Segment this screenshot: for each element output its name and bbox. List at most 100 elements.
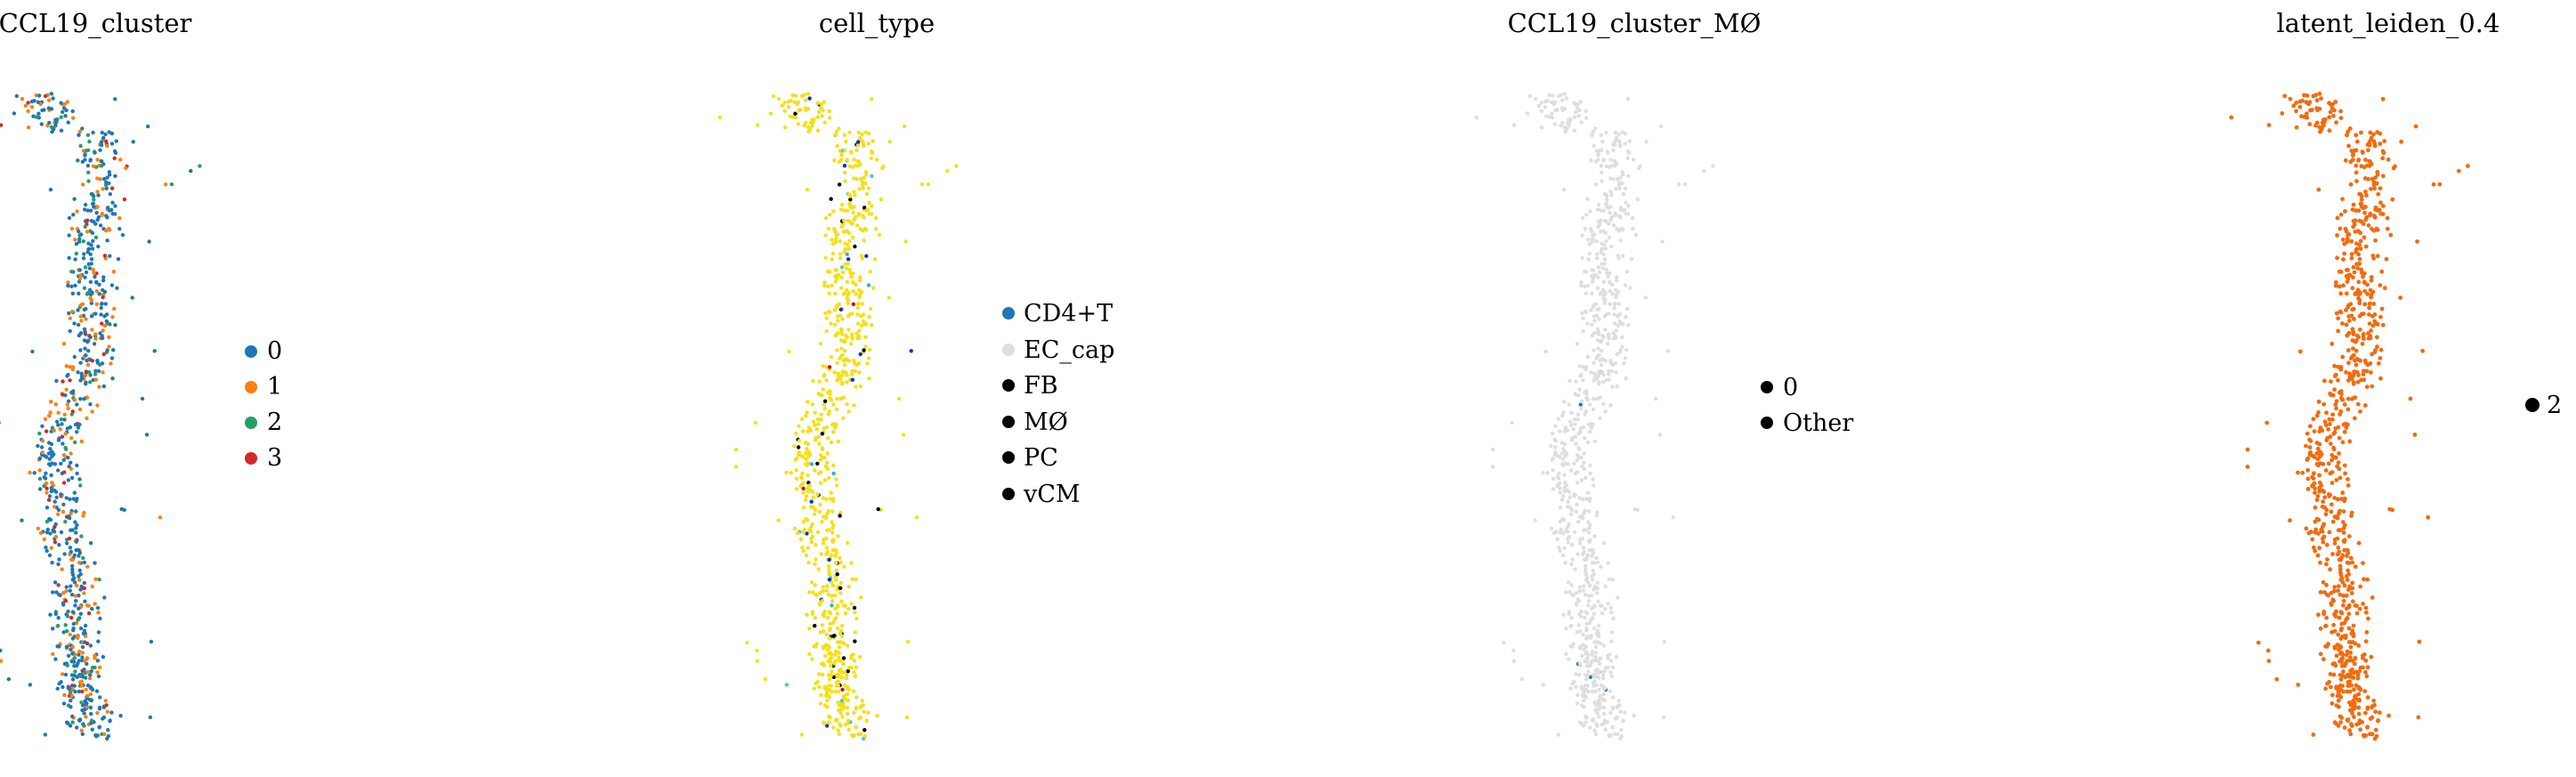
scatter-point xyxy=(77,680,83,684)
scatter-point xyxy=(835,611,839,616)
scatter-point xyxy=(12,111,17,116)
scatter-point xyxy=(2378,186,2383,191)
scatter-point xyxy=(1569,562,1574,567)
scatter-point xyxy=(2315,553,2321,558)
scatter-point xyxy=(59,417,64,422)
scatter-point xyxy=(85,656,90,660)
scatter-point xyxy=(1584,213,1589,217)
scatter-point xyxy=(1541,683,1546,687)
scatter-point xyxy=(79,534,84,538)
scatter-point xyxy=(68,588,72,593)
scatter-point xyxy=(2363,639,2369,643)
scatter-point xyxy=(792,443,797,449)
scatter-point xyxy=(2378,376,2383,381)
scatter-point xyxy=(48,447,53,451)
scatter-point xyxy=(2300,98,2305,103)
scatter-point xyxy=(45,486,49,490)
scatter-point xyxy=(2348,651,2353,655)
scatter-point xyxy=(2353,148,2359,153)
scatter-point xyxy=(1586,283,1591,287)
scatter-point xyxy=(72,673,77,678)
scatter-point xyxy=(1576,114,1581,118)
scatter-point xyxy=(860,182,865,188)
scatter-point xyxy=(67,255,71,260)
scatter-point xyxy=(1572,492,1576,497)
scatter-point xyxy=(830,530,835,535)
scatter-point xyxy=(905,639,911,644)
scatter-point xyxy=(845,643,849,648)
legend-label: EC_cap xyxy=(1024,336,1114,364)
scatter-point xyxy=(2342,241,2347,247)
scatter-point xyxy=(829,580,834,585)
scatter-point xyxy=(861,703,865,708)
scatter-point xyxy=(833,229,838,234)
scatter-point xyxy=(1661,715,1666,720)
scatter-point xyxy=(75,497,79,501)
scatter-point xyxy=(821,541,826,546)
scatter-point xyxy=(2348,555,2353,561)
scatter-point xyxy=(49,473,53,478)
scatter-point xyxy=(776,518,781,522)
scatter-point xyxy=(2350,560,2355,565)
scatter-point xyxy=(872,256,878,262)
scatter-point xyxy=(2362,302,2368,307)
scatter-point xyxy=(805,400,810,404)
scatter-point xyxy=(844,676,849,681)
scatter-point xyxy=(782,101,787,105)
scatter-point xyxy=(101,135,106,141)
scatter-point xyxy=(2361,732,2366,738)
scatter-point xyxy=(68,632,73,637)
scatter-point xyxy=(1597,270,1602,275)
scatter-point xyxy=(2336,497,2340,502)
legend-marker xyxy=(1761,381,1773,393)
scatter-point xyxy=(2327,101,2332,106)
scatter-point xyxy=(835,273,839,278)
scatter-point xyxy=(815,115,820,119)
scatter-point xyxy=(1562,107,1567,111)
legend-label: CD4+T xyxy=(1024,300,1113,328)
scatter-point xyxy=(1539,109,1543,114)
scatter-point xyxy=(1589,322,1594,328)
legend-label: 2 xyxy=(267,409,282,436)
scatter-point xyxy=(48,531,53,536)
scatter-point xyxy=(2341,594,2346,598)
scatter-point xyxy=(1511,648,1516,653)
scatter-point xyxy=(849,602,854,606)
scatter-point xyxy=(1600,247,1605,251)
scatter-point xyxy=(81,722,85,726)
scatter-point xyxy=(89,262,93,266)
scatter-point xyxy=(68,316,72,320)
scatter-point xyxy=(817,441,822,446)
scatter-point xyxy=(745,640,749,645)
scatter-point xyxy=(2318,652,2323,657)
scatter-point xyxy=(1583,284,1587,288)
scatter-point xyxy=(80,651,85,655)
scatter-point xyxy=(92,342,97,346)
scatter-point xyxy=(115,286,119,290)
scatter-point xyxy=(825,549,830,554)
scatter-point xyxy=(876,506,880,512)
scatter-point xyxy=(2388,232,2394,238)
scatter-point xyxy=(1561,400,1567,404)
scatter-point xyxy=(1613,361,1618,366)
scatter-point xyxy=(74,583,79,588)
scatter-point xyxy=(818,701,823,706)
scatter-point xyxy=(2342,539,2347,545)
scatter-point xyxy=(49,441,53,447)
scatter-point xyxy=(45,490,49,495)
scatter-point xyxy=(2349,722,2353,726)
scatter-point xyxy=(1588,430,1592,434)
scatter-point xyxy=(65,100,70,104)
scatter-point xyxy=(43,732,48,737)
scatter-point xyxy=(1618,206,1624,210)
scatter-point xyxy=(1589,308,1593,312)
scatter-point xyxy=(823,233,828,238)
scatter-point xyxy=(1577,589,1582,594)
scatter-point xyxy=(112,306,117,312)
scatter-point xyxy=(1609,630,1615,635)
scatter-point xyxy=(2334,406,2339,411)
scatter-point xyxy=(804,120,808,125)
scatter-point xyxy=(82,307,87,312)
scatter-point xyxy=(63,598,69,603)
scatter-point xyxy=(856,301,861,306)
